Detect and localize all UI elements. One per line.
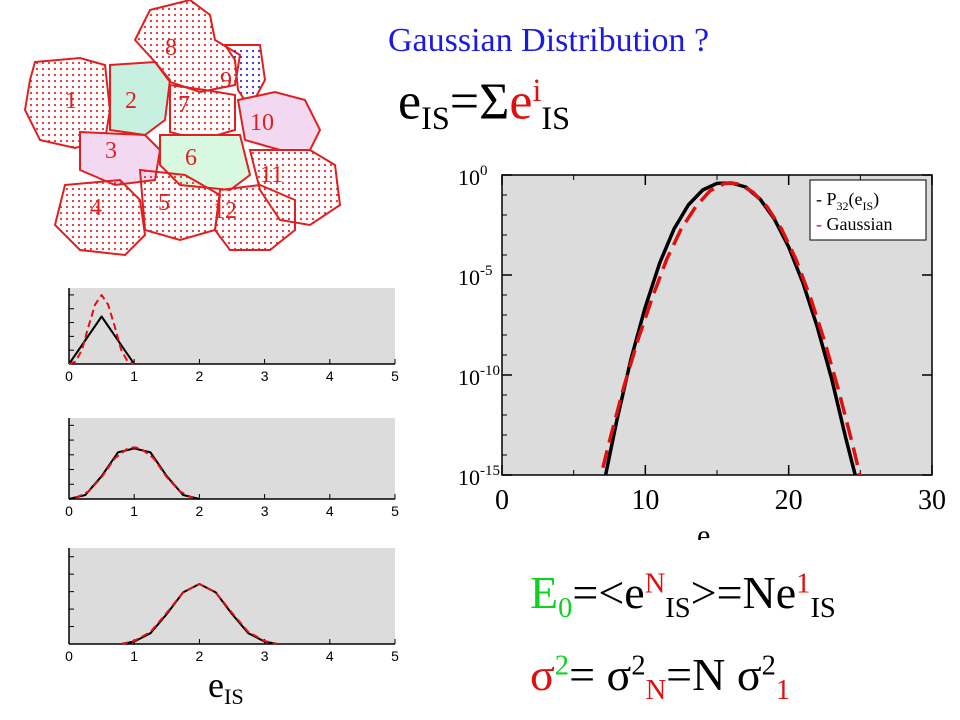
sigma-eq2: =N bbox=[666, 649, 737, 700]
small-xlabel-e: e bbox=[208, 665, 224, 705]
legend-entry-gaussian: - Gaussian bbox=[816, 214, 893, 234]
e0-mid: =<e bbox=[572, 567, 645, 618]
small-x-tick-label-2: 4 bbox=[326, 503, 334, 519]
formula-sup-i: i bbox=[532, 72, 542, 108]
main-y-tick-label: 10-5 bbox=[458, 263, 493, 290]
formula-eq: = bbox=[449, 73, 480, 131]
formula-energy: E0=<eNIS>=Ne1IS bbox=[530, 566, 836, 625]
formula-variance: σ2= σ2N=N σ21 bbox=[530, 648, 790, 707]
map-label-7: 7 bbox=[178, 92, 190, 118]
main-series-gaussian-line bbox=[599, 181, 862, 475]
sigma-3: σ bbox=[736, 649, 762, 700]
small-chart-3: 0 1 2 3 4 5 bbox=[65, 548, 399, 664]
main-x-axis-label: eIS bbox=[697, 519, 728, 540]
map-label-8: 8 bbox=[165, 35, 177, 61]
formula-sum-symbol: Σ bbox=[479, 73, 510, 131]
small-x-tick-label-3: 3 bbox=[261, 648, 269, 664]
small-x-tick-label-3: 4 bbox=[326, 648, 334, 664]
small-x-tick-label-1: 0 bbox=[65, 368, 73, 384]
small-chart-1: 0 1 2 3 4 5 bbox=[65, 288, 399, 384]
small-series-3-1 bbox=[120, 583, 278, 645]
main-x-tick-label: 0 bbox=[495, 485, 509, 516]
sigma-1: σ bbox=[530, 649, 555, 700]
sigma-sub-N: N bbox=[645, 675, 667, 707]
small-x-tick-label-3: 2 bbox=[196, 648, 204, 664]
small-x-tick-label-1: 5 bbox=[391, 368, 399, 384]
main-y-tick-label: 10-15 bbox=[458, 463, 500, 490]
sigma-sub-1: 1 bbox=[775, 675, 791, 707]
small-series-2-1 bbox=[75, 446, 194, 499]
e0-sub-IS-2: IS bbox=[810, 593, 836, 625]
e0-E: E bbox=[530, 567, 559, 618]
main-y-tick-label: 100 bbox=[458, 163, 488, 190]
sigma-eq1: = bbox=[569, 649, 607, 700]
small-x-tick-label-2: 5 bbox=[391, 503, 399, 519]
small-x-tick-label-3: 5 bbox=[391, 648, 399, 664]
map-label-2: 2 bbox=[125, 88, 137, 114]
e0-sup-N: N bbox=[644, 568, 666, 600]
small-plot-area-2 bbox=[69, 418, 395, 499]
small-plot-area-1 bbox=[69, 288, 395, 364]
small-x-tick-label-1: 4 bbox=[326, 368, 334, 384]
sigma-sup-2c: 2 bbox=[761, 650, 776, 682]
e0-mid2: >=Ne bbox=[690, 567, 797, 618]
region-10 bbox=[236, 90, 322, 151]
small-x-tick-label-3: 1 bbox=[130, 648, 138, 664]
legend-entry-p32: - P32(eIS) bbox=[816, 189, 879, 213]
sigma-sup-2a: 2 bbox=[554, 650, 570, 682]
formula-e: e bbox=[398, 73, 422, 131]
small-chart-2: 0 1 2 3 4 5 bbox=[65, 418, 399, 519]
slide-title: Gaussian Distribution ? bbox=[388, 22, 710, 59]
region-8 bbox=[133, 0, 242, 94]
map-label-3: 3 bbox=[105, 138, 117, 164]
small-xlabel-sub: IS bbox=[223, 684, 244, 710]
map-label-4: 4 bbox=[90, 195, 102, 221]
map-label-11: 11 bbox=[260, 162, 283, 188]
sigma-sup-2b: 2 bbox=[631, 650, 646, 682]
formula-sub-is: IS bbox=[421, 100, 450, 137]
small-x-tick-label-3: 0 bbox=[65, 648, 73, 664]
small-x-tick-label-1: 2 bbox=[196, 368, 204, 384]
map-label-10: 10 bbox=[250, 110, 274, 136]
region-12 bbox=[213, 183, 296, 251]
main-x-tick-label: 30 bbox=[918, 485, 946, 516]
formula-e-i: e bbox=[509, 73, 533, 131]
small-series-1-0 bbox=[68, 315, 136, 365]
map-label-9: 9 bbox=[220, 68, 232, 94]
main-y-tick-label: 10-10 bbox=[458, 363, 500, 390]
main-log-chart: 100 10-5 10-10 10-15 0 10 20 30 - P32(eIS)- Ga… bbox=[458, 163, 946, 540]
map-label-5: 5 bbox=[158, 190, 170, 216]
map-label-6: 6 bbox=[185, 145, 197, 171]
e0-sub-IS: IS bbox=[665, 593, 691, 625]
small-x-tick-label-1: 3 bbox=[261, 368, 269, 384]
e0-sup-1: 1 bbox=[796, 568, 811, 600]
region-7 bbox=[169, 83, 236, 142]
formula-sub-is-2: IS bbox=[541, 100, 571, 137]
main-x-tick-label: 20 bbox=[775, 485, 803, 516]
small-plot-area-3 bbox=[69, 548, 395, 644]
main-legend-box bbox=[809, 179, 927, 241]
main-x-tick-label: 10 bbox=[631, 485, 659, 516]
region-map: 1 2 3 4 5 6 7 8 9 10 11 12 bbox=[23, 0, 342, 257]
small-charts-x-label: eIS bbox=[208, 664, 244, 710]
small-x-tick-label-2: 1 bbox=[130, 503, 138, 519]
e0-sub-0: 0 bbox=[558, 593, 573, 625]
small-x-tick-label-2: 0 bbox=[65, 503, 73, 519]
small-x-tick-label-2: 3 bbox=[261, 503, 269, 519]
region-2 bbox=[109, 60, 172, 137]
sigma-2: σ bbox=[606, 649, 632, 700]
small-x-tick-label-1: 1 bbox=[130, 368, 138, 384]
region-4 bbox=[53, 178, 147, 257]
small-series-1-1 bbox=[68, 294, 135, 365]
map-label-12: 12 bbox=[213, 198, 237, 224]
map-label-1: 1 bbox=[65, 88, 77, 114]
small-x-tick-label-2: 2 bbox=[196, 503, 204, 519]
formula-sum: eIS=ΣeiIS bbox=[398, 72, 570, 137]
